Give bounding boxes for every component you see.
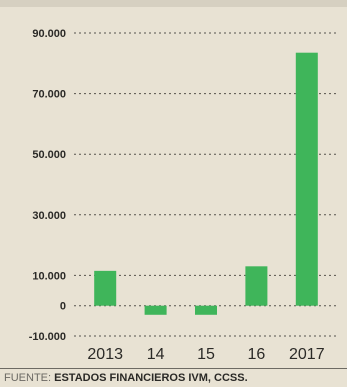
y-tick-label: 0 [60,301,66,313]
bar-2013 [94,270,117,306]
y-tick-label: 10.000 [32,270,66,282]
y-tick-label: -10.000 [29,331,66,343]
y-tick-label: 50.000 [32,149,66,161]
bar-15 [195,305,217,315]
bar-16 [245,266,268,306]
x-tick-label: 2013 [87,346,123,363]
y-tick-label: 70.000 [32,89,66,101]
bar-14 [144,305,167,315]
y-tick-label: 30.000 [32,210,66,222]
bar-2017 [295,52,318,306]
top-strip [0,0,347,7]
source-label: FUENTE: [4,372,52,384]
y-axis-tick-labels: -10.000 0 10.000 30.000 50.000 70.000 90.000 [29,28,66,343]
source-note: FUENTE: ESTADOS FINANCIEROS IVM, CCSS. [4,371,347,385]
y-tick-label: 90.000 [32,28,66,40]
footer-divider [0,368,347,369]
bars [94,52,318,315]
bar-chart: -10.000 0 10.000 30.000 50.000 70.000 90.000 2… [29,28,338,363]
x-tick-label: 2017 [289,346,325,363]
x-tick-label: 14 [147,346,165,363]
x-tick-label: 16 [248,346,266,363]
x-axis-tick-labels: 2013 14 15 16 2017 [87,346,324,363]
x-tick-label: 15 [197,346,215,363]
source-text: ESTADOS FINANCIEROS IVM, CCSS. [54,372,248,384]
